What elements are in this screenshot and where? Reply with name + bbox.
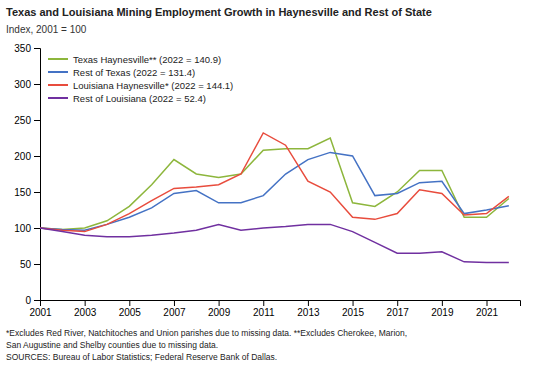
tick-label: 2019	[431, 307, 454, 318]
tick-label: 300	[14, 79, 31, 90]
legend-label: Texas Haynesville** (2022 = 140.9)	[73, 54, 221, 65]
tick-label: 350	[14, 43, 31, 54]
tick-label: 2017	[387, 307, 410, 318]
tick-label: 2013	[297, 307, 320, 318]
subtitle: Index, 2001 = 100	[6, 24, 87, 35]
axis-line	[34, 49, 41, 301]
tick-label: 150	[14, 187, 31, 198]
tick-label: 2003	[74, 307, 97, 318]
lines	[40, 133, 509, 263]
y-tick: 300	[14, 79, 40, 90]
legend-label: Rest of Louisiana (2022 = 52.4)	[73, 93, 206, 104]
series-line	[40, 133, 509, 232]
x-tick: 2021	[476, 300, 499, 318]
plot: 2001 2003 2005 2007 2009 2011 2013 2015 2017 2019…	[14, 43, 520, 318]
tick-label: 250	[14, 115, 31, 126]
tick-label: 2011	[253, 307, 275, 318]
tick-label: 2005	[119, 307, 142, 318]
tick-mark	[263, 300, 264, 306]
y-tick: 200	[14, 151, 40, 162]
legend-label: Rest of Texas (2022 = 131.4)	[73, 67, 195, 78]
tick-mark	[353, 300, 354, 306]
tick-mark	[34, 228, 40, 229]
tick-mark	[34, 264, 40, 265]
tick-mark	[487, 300, 488, 306]
legend-swatch	[48, 97, 68, 99]
legend: Texas Haynesville** (2022 = 140.9) Rest o…	[48, 54, 233, 104]
legend-swatch	[48, 84, 68, 86]
tick-label: 2007	[163, 307, 186, 318]
legend-item: Louisiana Haynesville* (2022 = 144.1)	[48, 80, 233, 91]
tick-mark	[442, 300, 443, 306]
x-tick: 2001	[29, 300, 52, 318]
x-tick: 2003	[74, 300, 97, 318]
x-tick: 2011	[253, 300, 275, 318]
tick-mark	[34, 300, 40, 301]
tick-mark	[129, 300, 130, 306]
tick-label: 50	[20, 259, 32, 270]
axis-line	[41, 301, 521, 307]
legend-item: Texas Haynesville** (2022 = 140.9)	[48, 54, 221, 65]
tick-mark	[174, 300, 175, 306]
legend-label: Louisiana Haynesville* (2022 = 144.1)	[73, 80, 233, 91]
tick-mark	[34, 84, 40, 85]
tick-label: 0	[25, 295, 31, 306]
tick-label: 2021	[476, 307, 499, 318]
y-axis: 0 50 100 150 200 250 300 350	[14, 43, 40, 306]
y-tick: 50	[20, 259, 40, 270]
x-tick: 2013	[297, 300, 320, 318]
y-tick: 350	[14, 43, 40, 54]
tick-label: 200	[14, 151, 31, 162]
legend-swatch	[48, 58, 68, 60]
footnote: San Augustine and Shelby counties due to…	[6, 340, 218, 350]
x-tick: 2017	[387, 300, 410, 318]
tick-mark	[34, 48, 40, 49]
legend-item: Rest of Louisiana (2022 = 52.4)	[48, 93, 206, 104]
x-tick: 2007	[163, 300, 186, 318]
x-tick: 2015	[342, 300, 365, 318]
series-line	[40, 224, 509, 262]
tick-label: 2015	[342, 307, 365, 318]
tick-label: 2009	[208, 307, 231, 318]
tick-mark	[34, 192, 40, 193]
y-tick: 0	[25, 295, 40, 306]
x-tick: 2009	[208, 300, 231, 318]
series-line	[40, 138, 509, 229]
tick-mark	[34, 120, 40, 121]
x-tick: 2019	[431, 300, 454, 318]
x-tick: 2005	[119, 300, 142, 318]
tick-mark	[219, 300, 220, 306]
tick-label: 2001	[29, 307, 52, 318]
y-tick: 150	[14, 187, 40, 198]
tick-mark	[308, 300, 309, 306]
footnote: *Excludes Red River, Natchitoches and Un…	[6, 328, 407, 338]
tick-label: 100	[14, 223, 31, 234]
series-line	[40, 152, 509, 230]
y-tick: 100	[14, 223, 40, 234]
y-tick: 250	[14, 115, 40, 126]
x-axis: 2001 2003 2005 2007 2009 2011 2013 2015 2017 2019…	[29, 300, 520, 318]
legend-item: Rest of Texas (2022 = 131.4)	[48, 67, 195, 78]
tick-mark	[397, 300, 398, 306]
legend-swatch	[48, 71, 68, 73]
title: Texas and Louisiana Mining Employment Gr…	[6, 6, 432, 18]
chart: Texas and Louisiana Mining Employment Gr…	[0, 0, 536, 382]
tick-mark	[34, 156, 40, 157]
footnote: SOURCES: Bureau of Labor Statistics; Fed…	[6, 352, 277, 362]
tick-mark	[85, 300, 86, 306]
